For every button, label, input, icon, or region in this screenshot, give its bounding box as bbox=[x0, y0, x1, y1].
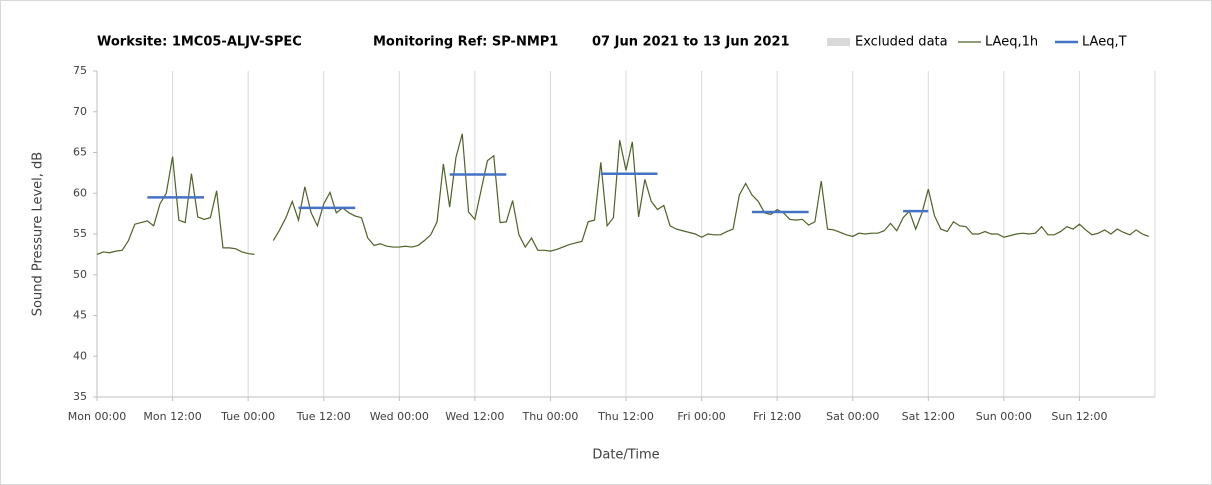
chart-title: Worksite: 1MC05-ALJV-SPEC bbox=[97, 35, 302, 50]
x-tick-label: Sat 00:00 bbox=[826, 410, 879, 423]
legend-label: Excluded data bbox=[855, 35, 948, 50]
x-tick-label: Fri 12:00 bbox=[753, 410, 801, 423]
y-tick-label: 55 bbox=[73, 227, 87, 240]
y-tick-label: 65 bbox=[73, 146, 87, 159]
y-tick-label: 50 bbox=[73, 268, 87, 281]
x-tick-label: Sat 12:00 bbox=[902, 410, 955, 423]
x-tick-label: Fri 00:00 bbox=[677, 410, 725, 423]
legend-swatch bbox=[827, 38, 850, 46]
y-tick-label: 60 bbox=[73, 186, 87, 199]
y-tick-label: 35 bbox=[73, 390, 87, 403]
chart-title: 07 Jun 2021 to 13 Jun 2021 bbox=[592, 35, 790, 50]
chart-title: Monitoring Ref: SP-NMP1 bbox=[373, 35, 558, 50]
x-tick-label: Tue 00:00 bbox=[220, 410, 275, 423]
y-tick-label: 75 bbox=[73, 64, 87, 77]
x-tick-label: Thu 00:00 bbox=[521, 410, 578, 423]
x-tick-label: Mon 00:00 bbox=[68, 410, 126, 423]
x-tick-label: Sun 00:00 bbox=[976, 410, 1032, 423]
data-line bbox=[147, 172, 929, 214]
x-tick-label: Mon 12:00 bbox=[143, 410, 201, 423]
y-tick-label: 70 bbox=[73, 105, 87, 118]
data-line bbox=[96, 133, 1149, 255]
legend-label: LAeq,1h bbox=[985, 35, 1038, 50]
x-tick-label: Wed 00:00 bbox=[370, 410, 429, 423]
y-tick-label: 40 bbox=[73, 349, 87, 362]
x-tick-label: Tue 12:00 bbox=[296, 410, 351, 423]
x-tick-label: Wed 12:00 bbox=[445, 410, 504, 423]
x-tick-label: Sun 12:00 bbox=[1051, 410, 1107, 423]
x-axis-label: Date/Time bbox=[592, 448, 659, 463]
legend-label: LAeq,T bbox=[1082, 35, 1127, 50]
y-axis-label: Sound Pressure Level, dB bbox=[31, 152, 46, 316]
y-tick-label: 45 bbox=[73, 309, 87, 322]
x-tick-label: Thu 12:00 bbox=[597, 410, 654, 423]
